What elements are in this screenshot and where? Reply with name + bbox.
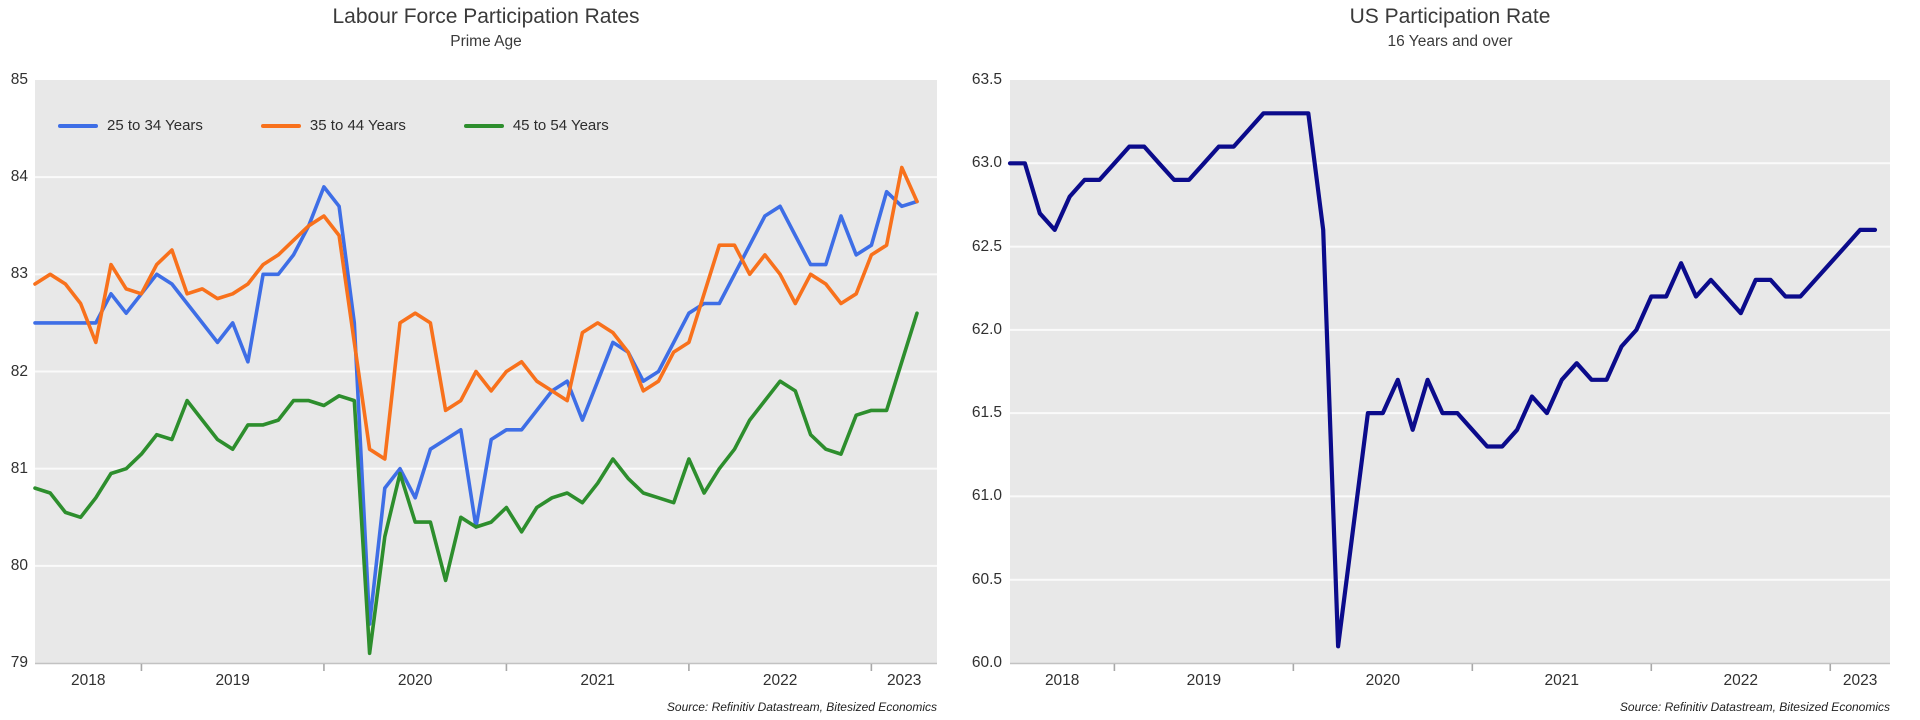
x-tick-label: 2021	[580, 672, 615, 689]
legend-item: 25 to 34 Years	[58, 117, 203, 134]
y-tick-label: 63.5	[971, 71, 1002, 88]
plot-area	[1010, 80, 1890, 663]
right-chart-subtitle: 16 Years and over	[1387, 33, 1513, 50]
y-tick-label: 60.5	[971, 570, 1002, 588]
y-tick-label: 62.0	[971, 320, 1002, 338]
y-tick-label: 61.5	[971, 404, 1002, 422]
x-tick-label: 2023	[1842, 672, 1878, 689]
legend-label: 25 to 34 Years	[107, 117, 203, 134]
x-tick-label: 2018	[1044, 672, 1080, 689]
x-tick-label: 2022	[1723, 672, 1758, 689]
y-tick-label: 81	[10, 459, 28, 477]
y-tick-label: 62.5	[971, 237, 1002, 255]
y-tick-label: 79	[10, 654, 28, 671]
left-chart: Labour Force Participation Rates Prime A…	[10, 5, 937, 714]
legend: 25 to 34 Years 35 to 44 Years 45 to 54 Yea…	[58, 117, 609, 134]
y-tick-label: 83	[10, 265, 28, 283]
data-line	[33, 311, 919, 656]
y-tick-label: 61.0	[971, 487, 1002, 505]
x-tick-label: 2023	[886, 672, 922, 689]
y-tick-label: 63.0	[971, 154, 1002, 172]
right-chart-title: US Participation Rate	[1349, 5, 1551, 28]
source-note: Source: Refinitiv Datastream, Bitesized …	[1619, 700, 1890, 714]
legend-line-swatch	[58, 123, 98, 128]
y-tick-label: 60.0	[971, 654, 1002, 671]
legend-label: 45 to 54 Years	[512, 117, 609, 134]
left-chart-subtitle: Prime Age	[450, 33, 522, 50]
y-tick-label: 80	[10, 556, 28, 574]
left-chart-title: Labour Force Participation Rates	[332, 5, 640, 28]
y-tick-label: 85	[10, 71, 28, 88]
right-chart: US Participation Rate 16 Years and over …	[960, 0, 1920, 720]
x-tick-label: 2022	[762, 672, 798, 689]
data-line	[1007, 111, 1878, 649]
source-note: Source: Refinitiv Datastream, Bitesized …	[666, 700, 937, 714]
legend-label: 35 to 44 Years	[309, 117, 406, 134]
legend-line-swatch	[260, 123, 301, 128]
x-tick-label: 2020	[1365, 672, 1401, 689]
data-line	[33, 165, 919, 461]
x-tick-label: 2019	[215, 672, 250, 689]
x-tick-label: 2020	[397, 672, 433, 689]
legend-item: 35 to 44 Years	[260, 117, 406, 134]
legend-line-swatch	[463, 123, 504, 128]
x-tick-label: 2019	[1186, 672, 1222, 689]
y-tick-label: 82	[10, 362, 28, 380]
legend-item: 45 to 54 Years	[463, 117, 609, 134]
x-tick-label: 2018	[70, 672, 106, 689]
x-tick-label: 2021	[1544, 672, 1580, 689]
y-tick-label: 84	[10, 168, 28, 186]
